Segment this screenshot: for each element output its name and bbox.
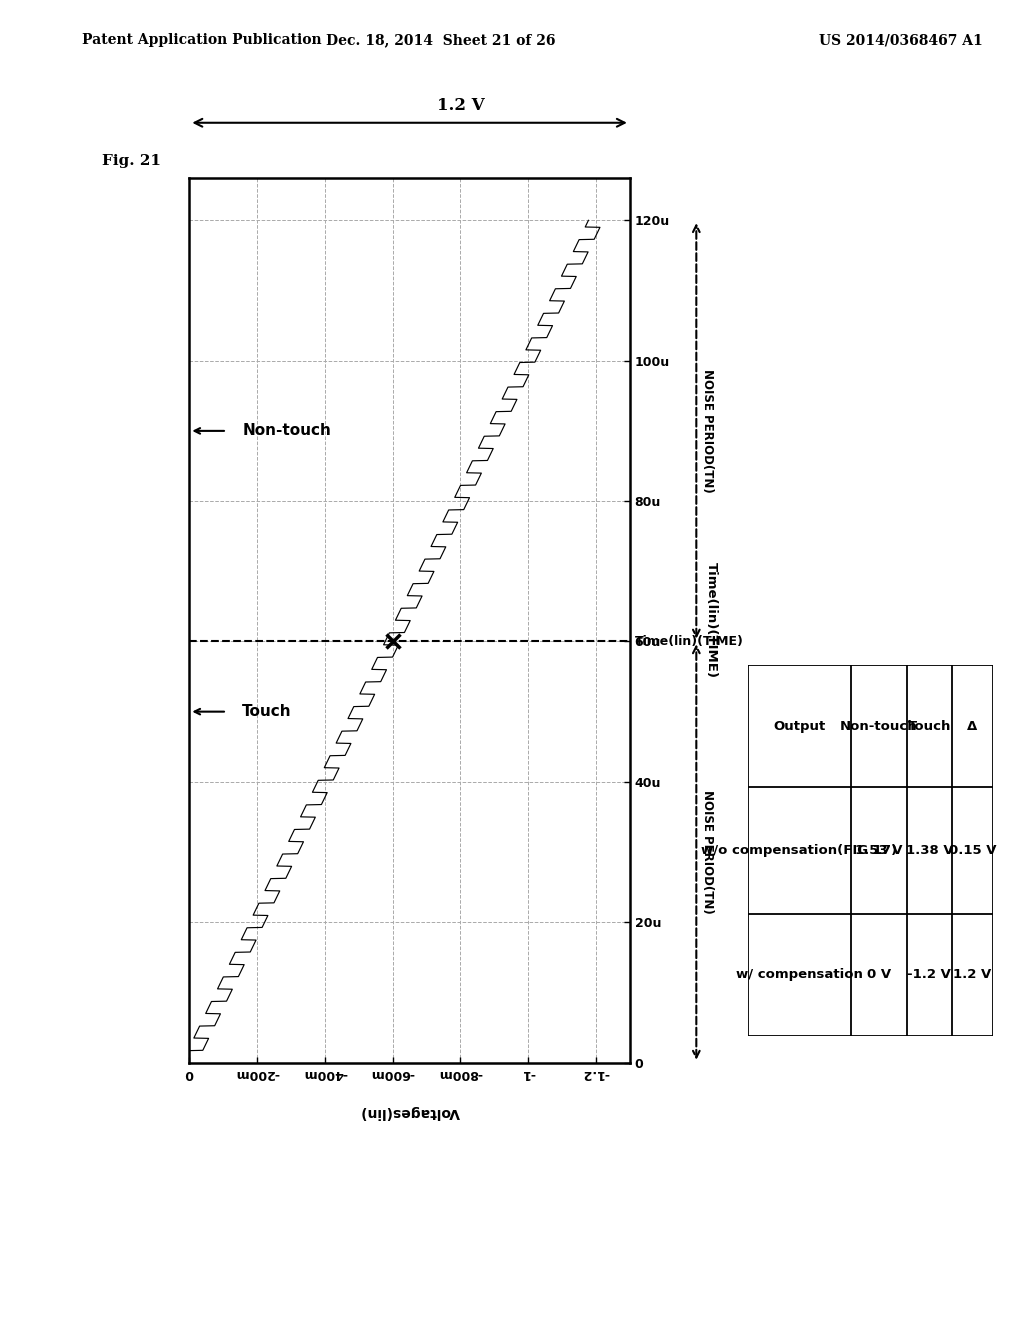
Text: Dec. 18, 2014  Sheet 21 of 26: Dec. 18, 2014 Sheet 21 of 26 [326, 33, 555, 48]
Text: NOISE PERIOD(TN): NOISE PERIOD(TN) [701, 370, 715, 492]
Text: 0.15 V: 0.15 V [948, 843, 996, 857]
Text: w/ compensation: w/ compensation [735, 969, 862, 981]
Text: Fig. 21: Fig. 21 [102, 154, 162, 168]
Text: Touch: Touch [243, 704, 292, 719]
Text: Δ: Δ [968, 719, 978, 733]
Text: Non-touch: Non-touch [840, 719, 918, 733]
Text: Time(lin)(TIME): Time(lin)(TIME) [635, 635, 743, 648]
Text: NOISE PERIOD(TN): NOISE PERIOD(TN) [701, 791, 715, 913]
Text: w/o compensation(FIG 17): w/o compensation(FIG 17) [701, 843, 897, 857]
Text: Output: Output [773, 719, 825, 733]
Text: 1.38 V: 1.38 V [905, 843, 953, 857]
Text: 0 V: 0 V [867, 969, 891, 981]
Y-axis label: Time(lin)(TIME): Time(lin)(TIME) [706, 562, 719, 678]
Text: 1.53 V: 1.53 V [855, 843, 903, 857]
Text: Non-touch: Non-touch [243, 424, 331, 438]
Text: Patent Application Publication: Patent Application Publication [82, 33, 322, 48]
Text: US 2014/0368467 A1: US 2014/0368467 A1 [819, 33, 983, 48]
Text: 1.2 V: 1.2 V [437, 98, 484, 114]
X-axis label: Voltages(lin): Voltages(lin) [359, 1105, 460, 1119]
Text: -1.2 V: -1.2 V [907, 969, 951, 981]
Text: 1.2 V: 1.2 V [953, 969, 991, 981]
Text: Touch: Touch [907, 719, 951, 733]
